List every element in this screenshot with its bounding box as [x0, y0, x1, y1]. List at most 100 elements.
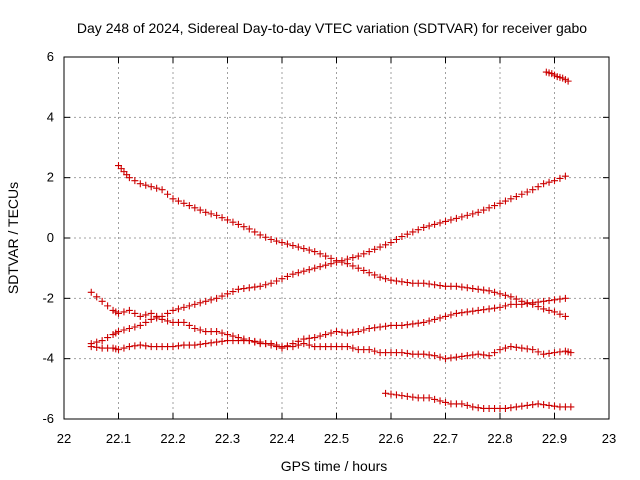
data-point: [540, 305, 548, 313]
data-point: [452, 282, 460, 290]
data-point: [431, 315, 439, 323]
data-point: [431, 220, 439, 228]
data-point: [207, 339, 215, 347]
data-point: [420, 350, 428, 358]
data-point: [164, 190, 172, 198]
data-point: [251, 228, 259, 236]
data-point: [311, 264, 319, 272]
data-point: [469, 210, 477, 218]
data-point: [425, 222, 433, 230]
data-point: [180, 303, 188, 311]
series-f: [542, 68, 572, 85]
data-point: [294, 337, 302, 345]
data-point: [98, 337, 106, 345]
data-point: [360, 326, 368, 334]
data-point: [501, 302, 509, 310]
data-point: [240, 285, 248, 293]
data-point: [551, 402, 558, 410]
data-point: [371, 347, 379, 355]
data-point: [409, 320, 417, 328]
data-point: [436, 353, 444, 361]
axis-ticks: 22 22.1 22.2 22.3 22.4 22.5 22.6 22.7 22.8 22.9 23…: [42, 49, 616, 446]
data-point: [551, 308, 558, 316]
data-point: [463, 284, 471, 292]
x-tick-label: 22.4: [269, 431, 294, 446]
data-point: [218, 337, 226, 345]
data-point: [93, 293, 101, 301]
data-point: [491, 202, 499, 210]
data-point: [196, 340, 204, 348]
data-point: [551, 349, 558, 357]
data-point: [567, 403, 575, 411]
data-point: [512, 193, 520, 201]
data-point: [278, 275, 286, 283]
data-point: [458, 309, 466, 317]
data-point: [213, 294, 221, 302]
data-point: [403, 392, 411, 400]
data-point: [273, 343, 281, 351]
data-point: [561, 312, 569, 320]
data-point: [496, 199, 504, 207]
data-point: [376, 323, 384, 331]
data-point: [360, 250, 368, 258]
data-point: [294, 269, 302, 277]
data-point: [501, 344, 509, 352]
data-point: [115, 328, 122, 336]
series-c: [115, 162, 569, 320]
data-point: [365, 346, 373, 354]
data-point: [387, 239, 395, 247]
data-point: [529, 299, 537, 307]
data-point: [174, 342, 182, 350]
data-point: [273, 237, 281, 245]
data-point: [316, 332, 324, 340]
data-point: [458, 352, 466, 360]
series-b: [87, 172, 569, 348]
series-a: [87, 288, 575, 363]
data-point: [305, 266, 313, 274]
data-point: [120, 326, 128, 334]
x-tick-label: 23: [602, 431, 616, 446]
data-point: [245, 225, 253, 233]
data-point: [534, 183, 542, 191]
data-point: [213, 328, 221, 336]
data-point: [196, 206, 204, 214]
data-point: [480, 286, 488, 294]
data-point: [561, 294, 569, 302]
data-point: [561, 172, 569, 180]
data-point: [551, 177, 558, 185]
x-tick-label: 22.9: [542, 431, 567, 446]
data-point: [436, 314, 444, 322]
data-point: [463, 308, 471, 316]
data-point: [262, 281, 270, 289]
data-point: [224, 290, 231, 298]
data-point: [147, 315, 155, 323]
data-point: [218, 292, 226, 300]
data-point: [87, 343, 95, 351]
x-tick-label: 22.2: [160, 431, 185, 446]
data-point: [343, 329, 351, 337]
data-point: [387, 276, 395, 284]
data-point: [496, 346, 504, 354]
data-point: [518, 300, 526, 308]
data-point: [300, 267, 308, 275]
data-point: [125, 343, 133, 351]
data-point: [518, 190, 526, 198]
data-point: [322, 331, 330, 339]
data-point: [115, 346, 122, 354]
x-tick-label: 22.1: [106, 431, 131, 446]
data-point: [349, 262, 357, 270]
data-point: [278, 344, 286, 352]
x-tick-label: 22.3: [215, 431, 240, 446]
data-point: [180, 318, 188, 326]
data-point: [202, 340, 210, 348]
data-point: [153, 314, 161, 322]
data-point: [447, 311, 455, 319]
data-point: [256, 282, 264, 290]
data-point: [93, 343, 101, 351]
data-point: [431, 395, 439, 403]
data-point: [491, 349, 499, 357]
data-point: [136, 180, 144, 188]
data-point: [452, 353, 460, 361]
data-point: [474, 404, 482, 412]
data-point: [262, 340, 270, 348]
